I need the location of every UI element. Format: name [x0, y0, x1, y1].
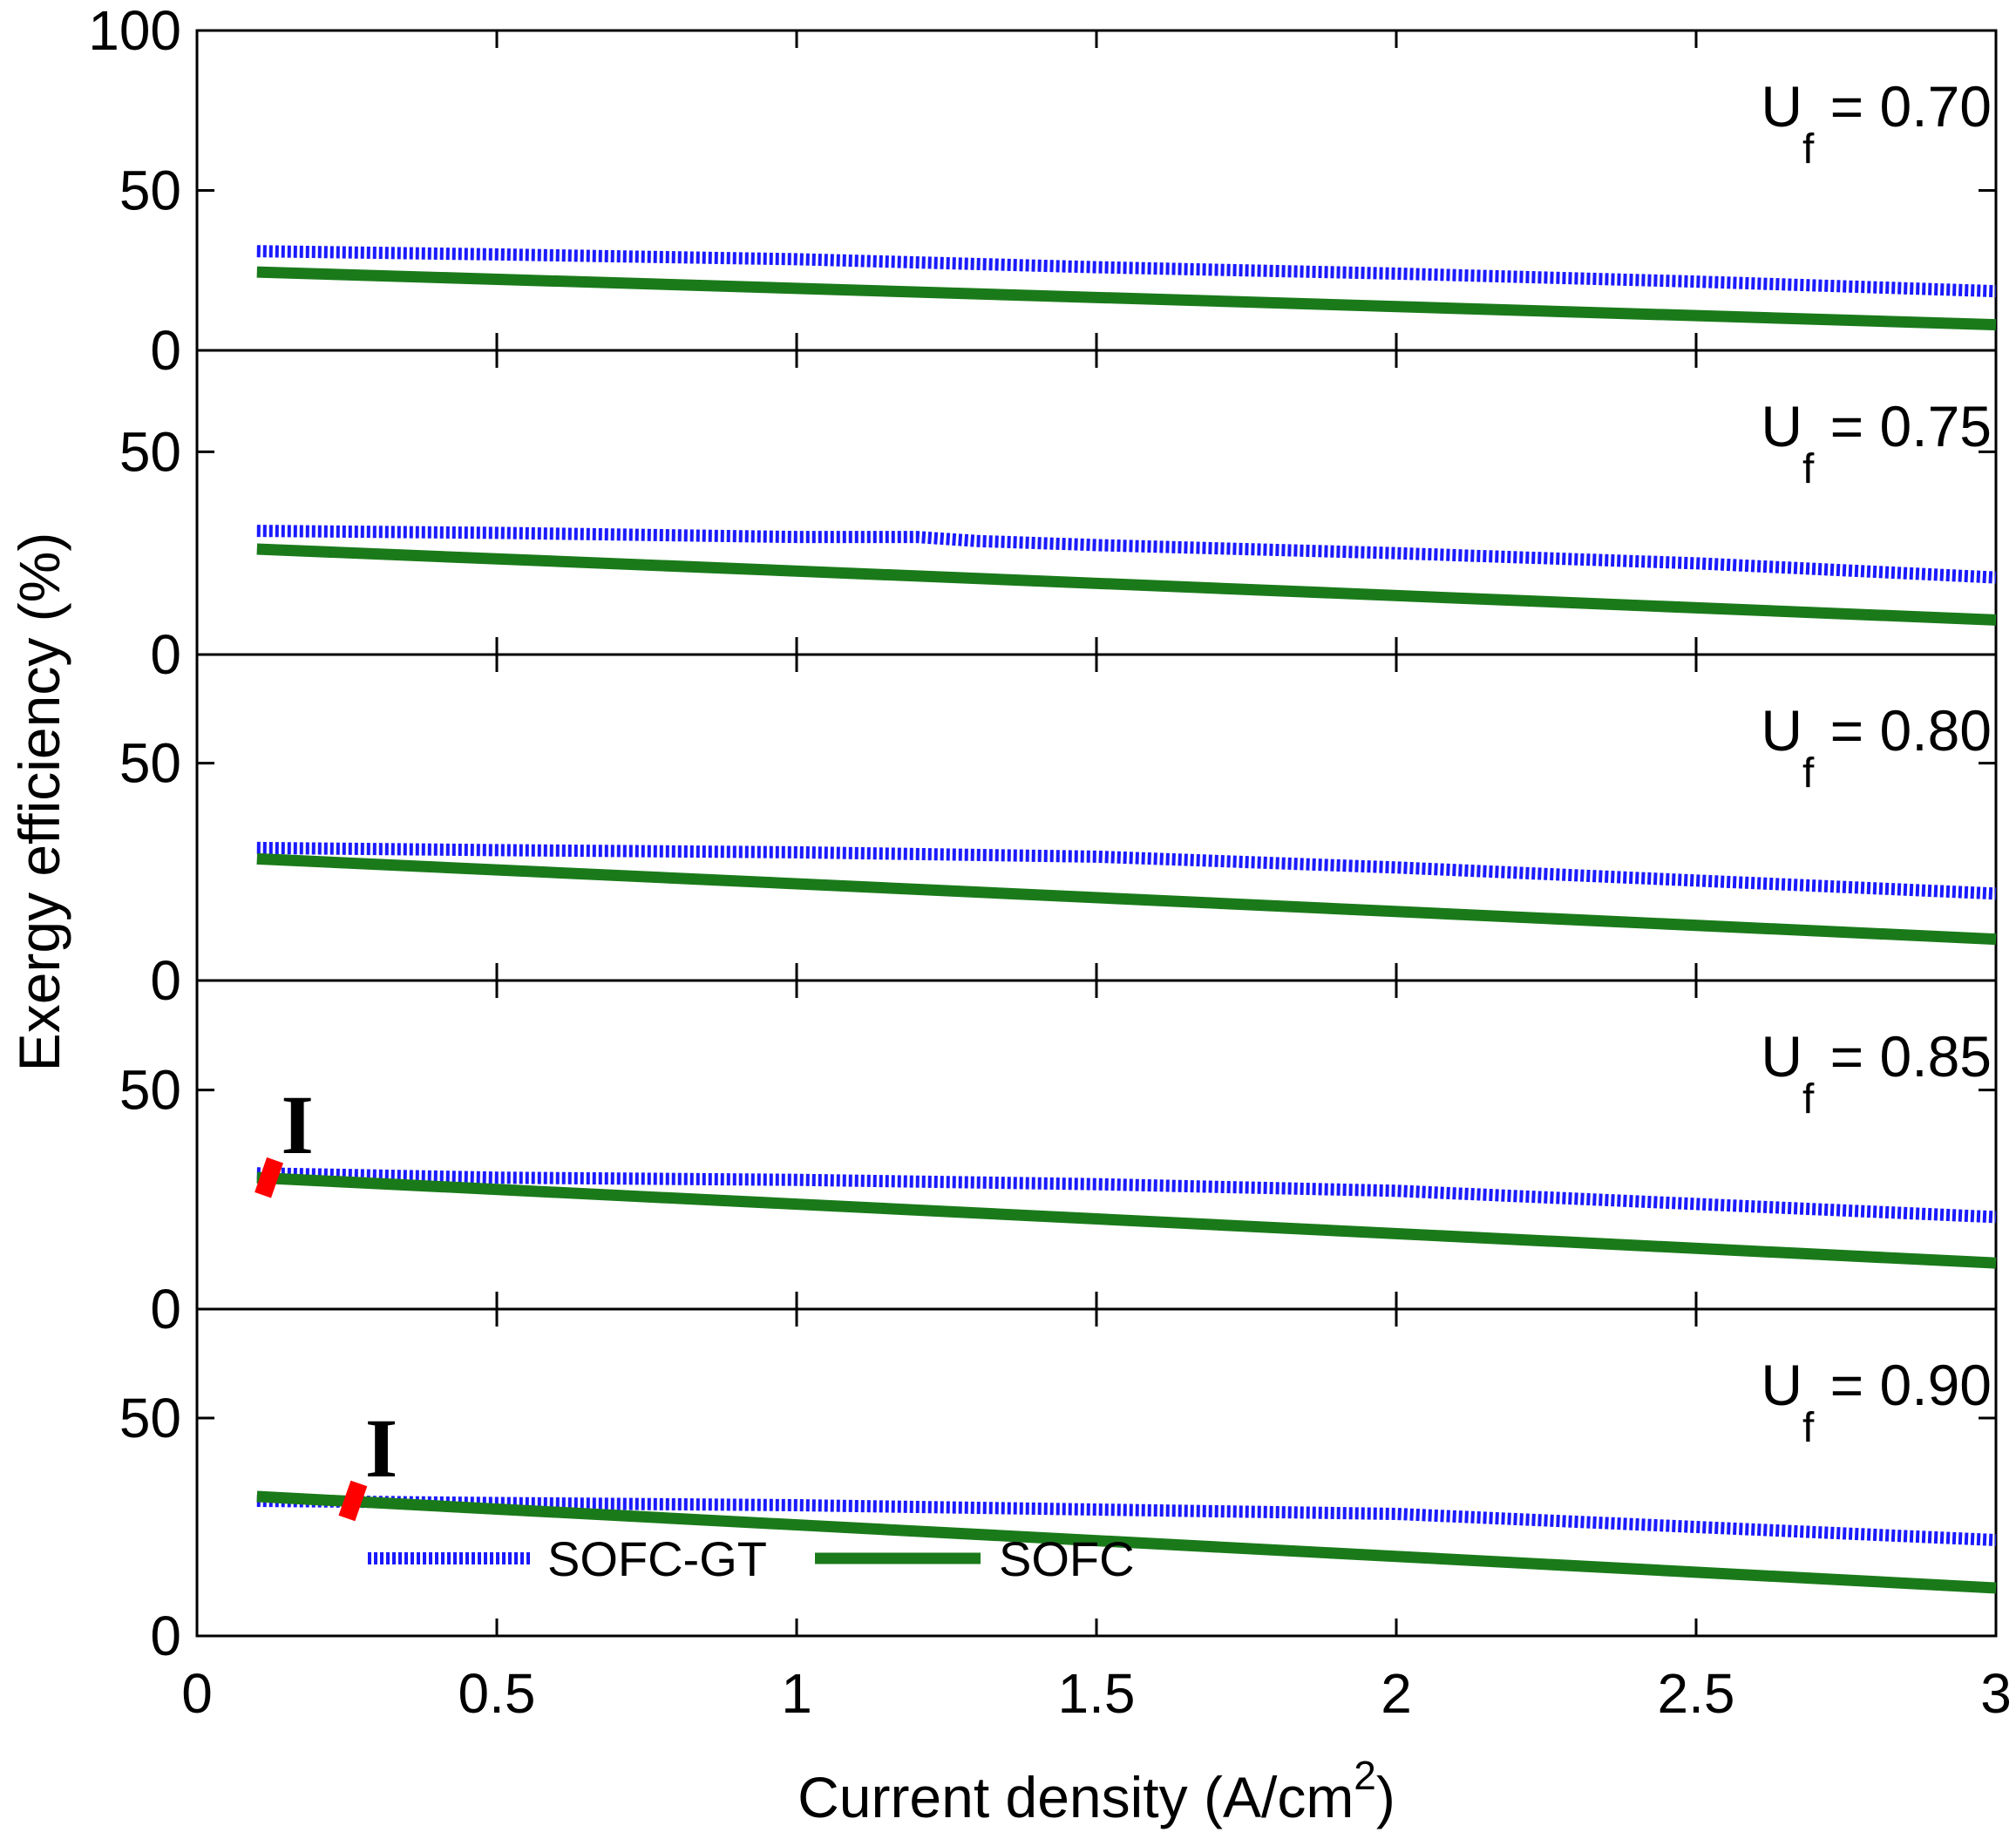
uf-value: = 0.85 — [1814, 1024, 1992, 1089]
series-line-sofc-gt — [256, 841, 1997, 900]
marker-point — [338, 1480, 368, 1522]
x-axis-label-main: Current density (A/cm — [798, 1765, 1354, 1829]
y-tick-label: 0 — [150, 1605, 181, 1667]
uf-value: = 0.80 — [1814, 698, 1992, 763]
x-tick-label: 1.5 — [1058, 1662, 1136, 1725]
uf-annotation: Uf = 0.80 — [1761, 698, 1992, 797]
y-tick-label: 0 — [150, 623, 181, 686]
y-tick-label: 0 — [150, 319, 181, 382]
uf-symbol: U — [1761, 1353, 1802, 1417]
uf-value: = 0.90 — [1814, 1353, 1992, 1417]
y-tick-label: 50 — [119, 732, 181, 795]
uf-value: = 0.70 — [1814, 74, 1992, 139]
x-tick-label: 2 — [1381, 1662, 1412, 1725]
y-tick-label: 50 — [119, 1059, 181, 1122]
panel-frame — [195, 979, 1998, 1311]
uf-annotation: Uf = 0.90 — [1761, 1353, 1992, 1451]
y-tick-label: 50 — [119, 1387, 181, 1449]
y-tick-label: 50 — [119, 420, 181, 483]
y-axis-label: Exergy efficiency (%) — [7, 533, 71, 1072]
uf-annotation: Uf = 0.75 — [1761, 394, 1992, 492]
uf-subscript: f — [1802, 1405, 1815, 1451]
uf-subscript: f — [1802, 126, 1815, 173]
x-axis-label: Current density (A/cm2) — [798, 1753, 1395, 1829]
uf-symbol: U — [1761, 74, 1802, 139]
x-tick-label: 2.5 — [1658, 1662, 1735, 1725]
legend-label-sofc: SOFC — [999, 1531, 1135, 1586]
uf-annotation: Uf = 0.70 — [1761, 74, 1992, 173]
series-line-sofc — [256, 1490, 1997, 1594]
x-tick-label: 1 — [781, 1662, 812, 1725]
uf-value: = 0.75 — [1814, 394, 1992, 458]
x-axis-label-end: ) — [1376, 1765, 1395, 1829]
y-tick-label: 0 — [150, 949, 181, 1012]
legend-label-sofc-gt: SOFC-GT — [547, 1531, 767, 1586]
series-line-sofc — [256, 852, 1997, 946]
series-line-sofc-gt — [256, 1167, 1997, 1224]
series-line-sofc-gt — [256, 1495, 1997, 1546]
x-tick-label: 0.5 — [458, 1662, 536, 1725]
y-tick-label: 100 — [88, 0, 181, 62]
x-tick-label: 0 — [181, 1662, 213, 1725]
x-tick-label: 3 — [1980, 1662, 2012, 1725]
panel-frame — [195, 1307, 1998, 1638]
series-line-sofc — [256, 266, 1997, 331]
uf-symbol: U — [1761, 1024, 1802, 1089]
series-line-sofc-gt — [256, 245, 1997, 298]
marker-point — [255, 1157, 283, 1198]
y-tick-label: 0 — [150, 1278, 181, 1340]
series-line-sofc — [256, 1171, 1997, 1269]
uf-subscript: f — [1802, 750, 1815, 797]
uf-subscript: f — [1802, 446, 1815, 492]
uf-symbol: U — [1761, 698, 1802, 763]
uf-subscript: f — [1802, 1076, 1815, 1123]
marker-label: I — [282, 1078, 314, 1171]
series-line-sofc — [256, 543, 1997, 626]
marker-label: I — [365, 1401, 397, 1495]
uf-annotation: Uf = 0.85 — [1761, 1024, 1992, 1123]
uf-symbol: U — [1761, 394, 1802, 458]
y-tick-label: 50 — [119, 159, 181, 222]
x-axis-label-sup: 2 — [1354, 1753, 1376, 1798]
